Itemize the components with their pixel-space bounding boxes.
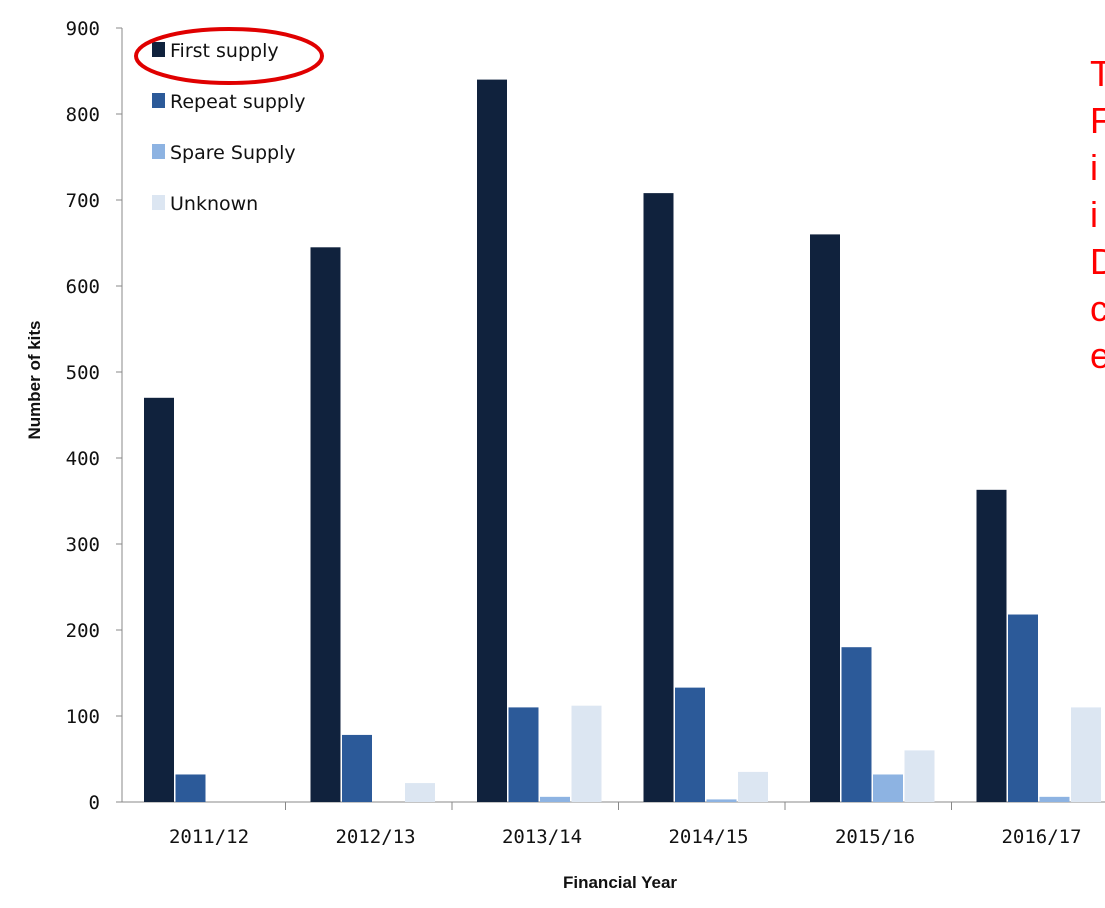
bar-unknown-2014-15 — [738, 771, 768, 802]
side-note-line: D — [1090, 241, 1105, 282]
bar-repeat-supply-2016-17 — [1008, 614, 1038, 802]
bar-repeat-supply-2012-13 — [342, 734, 372, 802]
y-tick-label: 300 — [66, 534, 100, 556]
bar-first-supply-2015-16 — [810, 234, 840, 802]
legend-label: Spare Supply — [170, 142, 296, 164]
bar-repeat-supply-2013-14 — [508, 707, 539, 802]
bar-repeat-supply-2015-16 — [841, 647, 872, 802]
x-tick-label: 2012/13 — [335, 826, 415, 848]
bar-first-supply-2016-17 — [976, 489, 1007, 802]
bar-first-supply-2011-12 — [144, 397, 174, 802]
bar-unknown-2013-14 — [571, 705, 602, 802]
y-axis-title: Number of kits — [25, 320, 44, 439]
x-tick-label: 2013/14 — [502, 826, 582, 848]
bar-spare-supply-2016-17 — [1039, 796, 1070, 802]
bar-spare-supply-2015-16 — [873, 774, 903, 802]
side-note-line: c — [1090, 288, 1105, 329]
x-tick-label: 2011/12 — [169, 826, 249, 848]
bar-unknown-2016-17 — [1071, 707, 1101, 802]
bar-first-supply-2012-13 — [310, 247, 341, 803]
y-tick-label: 0 — [89, 792, 100, 814]
y-tick-label: 600 — [66, 276, 100, 298]
legend-swatch — [152, 144, 165, 159]
x-tick-label: 2015/16 — [835, 826, 915, 848]
y-tick-label: 500 — [66, 362, 100, 384]
y-tick-label: 400 — [66, 448, 100, 470]
y-tick-label: 700 — [66, 190, 100, 212]
legend-swatch — [152, 93, 165, 108]
y-tick-label: 900 — [66, 18, 100, 40]
legend-label: Repeat supply — [170, 91, 306, 113]
bar-first-supply-2013-14 — [477, 79, 507, 803]
bar-repeat-supply-2011-12 — [175, 774, 206, 802]
legend-swatch — [152, 195, 165, 210]
x-tick-label: 2014/15 — [668, 826, 748, 848]
y-tick-label: 100 — [66, 706, 100, 728]
side-note-line: F — [1090, 100, 1105, 141]
y-tick-label: 800 — [66, 104, 100, 126]
side-note-line: T — [1090, 53, 1105, 94]
bar-spare-supply-2014-15 — [706, 799, 737, 802]
highlight-circle — [134, 27, 324, 85]
x-tick-label: 2016/17 — [1001, 826, 1081, 848]
bar-first-supply-2014-15 — [643, 193, 674, 802]
x-axis-title: Financial Year — [563, 873, 677, 892]
legend-label: First supply — [170, 40, 279, 62]
bar-repeat-supply-2014-15 — [675, 687, 705, 802]
bar-spare-supply-2013-14 — [540, 796, 570, 802]
side-note-line: e — [1090, 335, 1105, 376]
bar-unknown-2012-13 — [405, 783, 435, 802]
bars — [144, 79, 1101, 803]
legend: First supply Repeat supply Spare Supply Unk… — [152, 40, 306, 215]
y-tick-label: 200 — [66, 620, 100, 642]
legend-swatch — [152, 42, 165, 57]
legend-label: Unknown — [170, 193, 258, 215]
y-axis-ticks: 0 100 200 300 400 500 600 700 800 900 — [66, 18, 122, 814]
x-axis-ticks: 2011/12 2012/13 2013/14 2014/15 2015/16 2016/… — [169, 802, 1082, 848]
bar-unknown-2015-16 — [904, 750, 935, 802]
side-note-line: i — [1090, 147, 1098, 188]
side-note-line: i — [1090, 194, 1098, 235]
